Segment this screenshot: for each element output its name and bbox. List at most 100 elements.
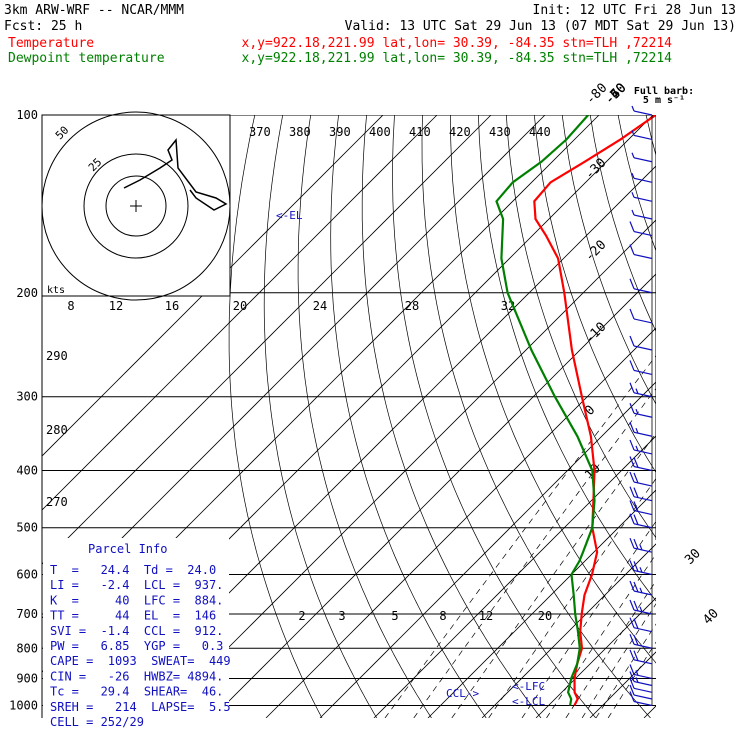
isotherm-line: [42, 115, 384, 457]
wind-barb: [631, 130, 653, 141]
ccl-marker: CCL->: [446, 687, 479, 700]
pressure-tick-label: 300: [16, 390, 38, 404]
parcel-info-row: LI = -2.4 LCL = 937.: [50, 578, 223, 592]
isotherm-line: [319, 381, 656, 718]
dry-adiabat-line: [478, 115, 656, 602]
wind-barb-half-flag: [635, 408, 639, 415]
wind-barb-half-flag: [631, 105, 635, 112]
theta-label: 420: [449, 125, 471, 139]
model-title: 3km ARW-WRF -- NCAR/MMM: [4, 3, 184, 18]
wind-barb-flag: [633, 581, 639, 593]
mixing-ratio-line: [595, 623, 656, 718]
valid-time: Valid: 13 UTC Sat 29 Jun 13 (07 MDT Sat …: [345, 19, 736, 34]
pressure-tick-label: 500: [16, 521, 38, 535]
dry-adiabat-line: [361, 115, 542, 718]
lfc-marker: <-LFC: [512, 680, 545, 693]
hodograph: 50 25 kts: [41, 111, 231, 301]
wind-barb-flag: [629, 335, 635, 347]
wind-barb-staff: [633, 547, 653, 553]
pressure-axis: 100 200 300 400 500 600 700 800 900 1000: [9, 108, 43, 718]
dry-adiabat-line: [297, 115, 432, 718]
mixing-ratio-line: [546, 553, 656, 718]
wind-barb: [629, 599, 653, 615]
theta-label: 430: [489, 125, 511, 139]
wind-barb: [631, 152, 653, 163]
parcel-info-row: PW = 6.85 YGP = 0.3: [50, 639, 223, 653]
wind-barb-flag: [629, 580, 635, 592]
wind-barb-staff: [633, 196, 653, 202]
mixing-ratio-line: [521, 520, 656, 718]
isotherm-label: 30: [682, 546, 704, 568]
mixing-ratio-label: 3: [338, 609, 345, 623]
mixing-ratio-line: [581, 603, 656, 718]
mixing-ratio-label: 12: [479, 609, 493, 623]
wind-barb-staff: [633, 110, 653, 116]
mixing-ratio-line: [565, 580, 656, 718]
wind-barb-staff: [633, 590, 653, 596]
wind-barb-staff: [633, 694, 653, 700]
wind-barb-half-flag: [639, 544, 643, 551]
theta-label: 280: [46, 423, 68, 437]
init-time: Init: 12 UTC Fri 28 Jun 13: [533, 3, 737, 18]
wind-barb-flag: [629, 471, 635, 483]
wind-barb: [629, 671, 653, 687]
wind-barb-flag: [633, 650, 639, 661]
wind-barb-staff: [633, 392, 653, 398]
wind-barb: [629, 617, 653, 633]
wind-barb-flag: [633, 487, 639, 498]
wind-barb-half-flag: [631, 173, 635, 179]
isotherm-line: [535, 597, 656, 718]
parcel-info-row: Tc = 29.4 SHEAR= 46.: [50, 685, 223, 699]
wind-barb-flag: [629, 382, 635, 393]
wind-barb: [629, 422, 653, 437]
theta-label: 390: [329, 125, 351, 139]
pressure-tick-label: 700: [16, 607, 38, 621]
mixing-ratio-label: 12: [109, 299, 123, 313]
wind-barb: [629, 439, 653, 455]
dry-adiabat-line: [730, 115, 740, 718]
pressure-tick-label: 600: [16, 567, 38, 581]
wind-barb-flag: [629, 244, 635, 255]
dry-adiabat-line: [617, 115, 656, 252]
wind-barb-staff: [633, 177, 653, 183]
wind-barb-staff: [633, 659, 653, 665]
wind-barb: [629, 471, 653, 487]
wind-barb-half-flag: [639, 587, 643, 594]
el-marker: <-EL: [276, 209, 303, 222]
wind-barb: [629, 382, 653, 398]
wind-barb: [629, 500, 653, 516]
theta-label: 410: [409, 125, 431, 139]
wind-barb: [631, 105, 653, 116]
wind-barb-staff: [633, 673, 653, 680]
isotherm-line: [481, 543, 656, 718]
wind-barb-staff: [633, 465, 653, 472]
wind-barb-staff: [633, 157, 653, 163]
wind-key-units: 5 m s⁻¹: [643, 95, 685, 106]
wind-barb-staff: [633, 523, 653, 529]
wind-barb-flag: [629, 691, 635, 702]
wind-barb-half-flag: [631, 152, 635, 158]
wind-barb-flag: [633, 457, 639, 468]
wind-barb-flag: [629, 308, 635, 320]
wind-barb-flag: [633, 514, 639, 525]
pressure-tick-label: 400: [16, 464, 38, 478]
wind-barb-staff: [633, 700, 653, 707]
mixing-ratio-label: 5: [391, 609, 398, 623]
pressure-tick-label: 100: [16, 108, 38, 122]
temperature-legend-info: x,y=922.18,221.99 lat,lon= 30.39, -84.35…: [242, 36, 673, 51]
wind-barb: [629, 678, 653, 693]
wind-barb-staff: [633, 680, 653, 687]
pressure-tick-label: 200: [16, 286, 38, 300]
isotherm-label: -20: [582, 238, 609, 265]
wind-barb-staff: [633, 481, 653, 487]
wind-barbs: [629, 105, 653, 707]
sounding-curves: [495, 115, 656, 706]
parcel-info-row: SVI = -1.4 CCL = 912.: [50, 624, 223, 638]
wind-barb-flag: [629, 649, 635, 661]
mixing-ratio-label: 16: [165, 299, 179, 313]
temperature-legend-label: Temperature: [8, 36, 94, 51]
dry-adiabat-line: [228, 115, 323, 718]
wind-barb-staff: [633, 318, 653, 324]
wind-barb-staff: [633, 509, 653, 516]
theta-label: 440: [529, 125, 551, 139]
